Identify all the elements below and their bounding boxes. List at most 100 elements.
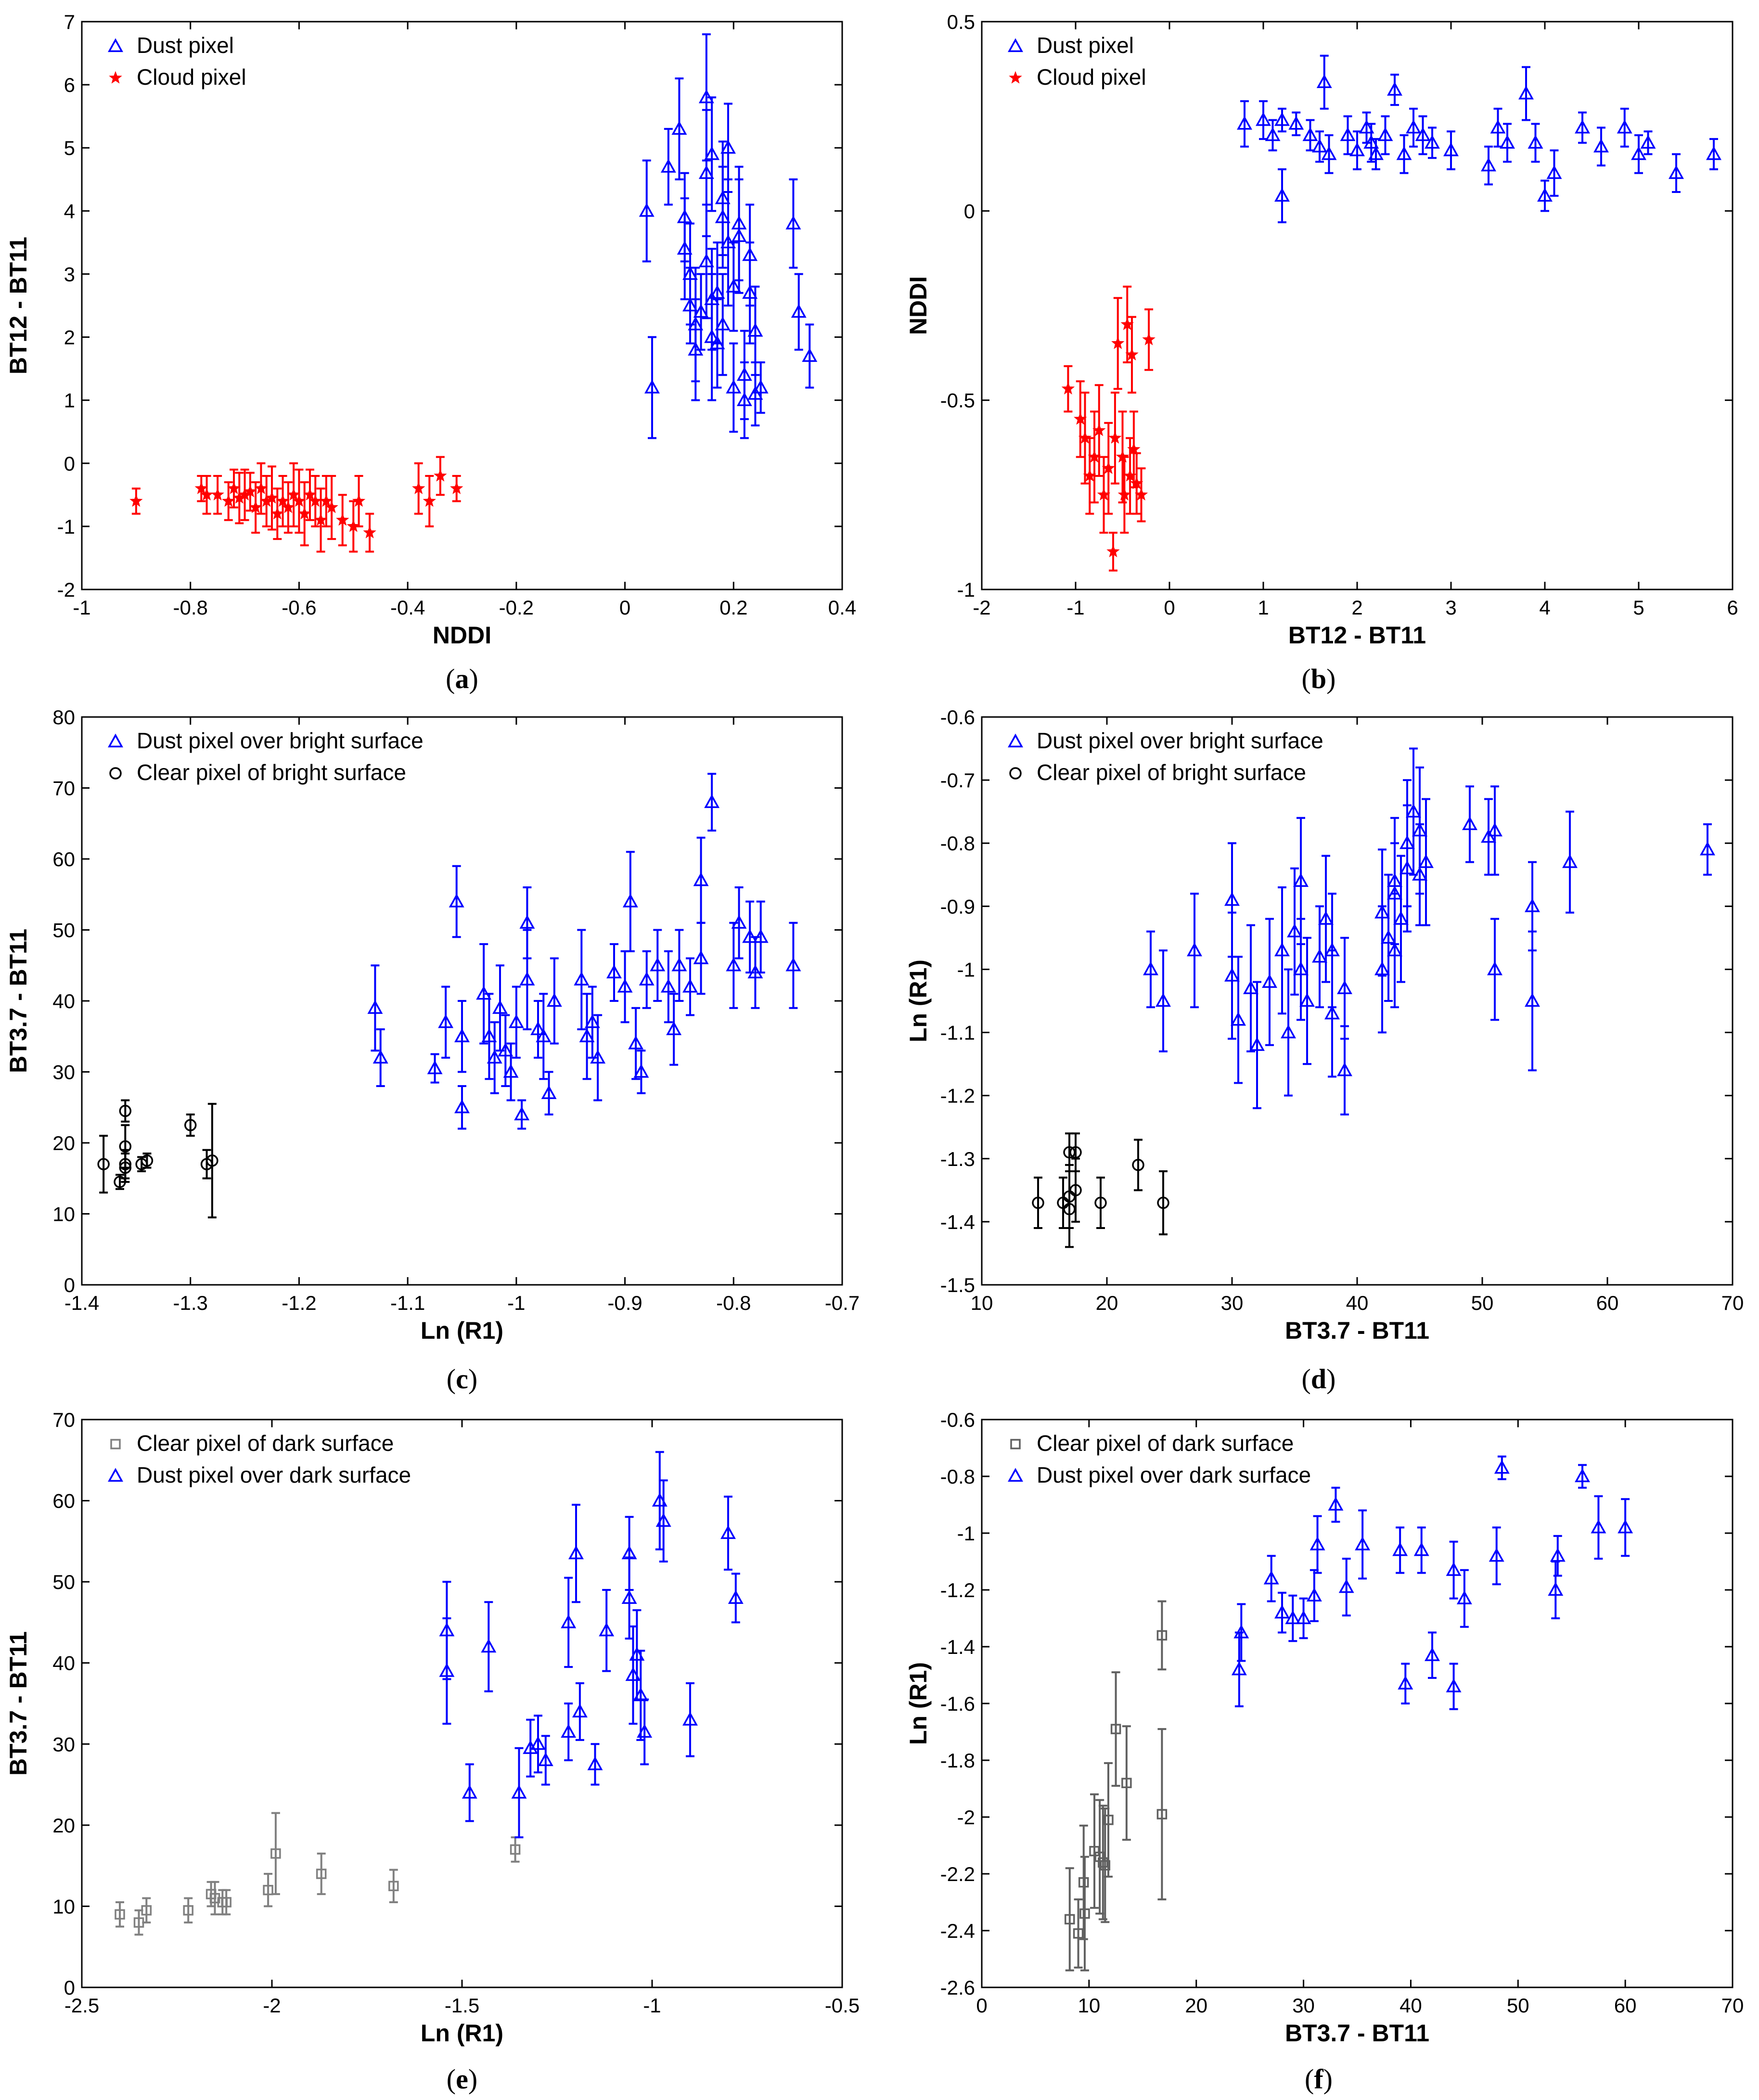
data-point bbox=[1368, 146, 1384, 160]
data-point bbox=[639, 972, 655, 986]
y-axis-label: BT3.7 - BT11 bbox=[5, 929, 32, 1073]
data-point bbox=[1288, 115, 1304, 130]
plot-frame bbox=[981, 1419, 1733, 1988]
data-point bbox=[423, 494, 436, 507]
legend-label: Dust pixel over bright surface bbox=[137, 728, 424, 753]
y-tick-label: -1.2 bbox=[940, 1579, 975, 1601]
legend-entry: Dust pixel over dark surface bbox=[108, 1462, 411, 1487]
series-1 bbox=[439, 1451, 744, 1839]
data-point bbox=[1631, 146, 1646, 160]
data-point bbox=[183, 1905, 193, 1916]
data-point bbox=[1078, 1877, 1089, 1888]
x-tick-label: 10 bbox=[1078, 1994, 1100, 2017]
data-point bbox=[693, 872, 709, 886]
y-tick-label: 70 bbox=[52, 777, 75, 800]
x-tick-label: 30 bbox=[1292, 1994, 1315, 2017]
data-point bbox=[1069, 1184, 1082, 1197]
plot-frame bbox=[981, 716, 1733, 1286]
y-axis-label: Ln (R1) bbox=[905, 1662, 932, 1745]
y-tick-label: 60 bbox=[52, 848, 75, 871]
data-point bbox=[546, 993, 562, 1007]
data-point bbox=[1274, 1604, 1290, 1619]
data-point bbox=[1355, 1536, 1371, 1550]
y-tick-label: 1 bbox=[64, 389, 75, 412]
data-point bbox=[450, 481, 463, 494]
series-0 bbox=[115, 1812, 521, 1936]
data-point bbox=[1156, 993, 1171, 1007]
data-point bbox=[1134, 487, 1148, 501]
data-point bbox=[720, 140, 736, 154]
data-point bbox=[1111, 336, 1125, 349]
y-tick-label: -1 bbox=[57, 515, 75, 538]
data-point bbox=[1392, 1542, 1408, 1556]
data-point bbox=[510, 1844, 521, 1855]
data-point bbox=[584, 1014, 600, 1028]
data-point bbox=[1359, 119, 1374, 134]
data-point bbox=[1032, 1196, 1044, 1209]
legend-label: Cloud pixel bbox=[137, 64, 246, 90]
legend-label: Cloud pixel bbox=[1037, 64, 1146, 90]
legend-marker bbox=[108, 1468, 123, 1482]
data-point bbox=[449, 893, 464, 908]
data-point bbox=[637, 1724, 653, 1738]
y-tick-label: -0.8 bbox=[940, 832, 975, 855]
data-point bbox=[119, 1140, 132, 1153]
series-0 bbox=[367, 773, 801, 1130]
y-tick-label: -2 bbox=[957, 1806, 975, 1829]
data-point bbox=[1363, 135, 1379, 149]
x-axis-label: BT3.7 - BT11 bbox=[1285, 2020, 1429, 2047]
chart-panel-e: -2.5 -2 -1.5 -1 -0.5 0 10 20 30 40 50 60 70 Ln (R1) BT… bbox=[5, 1409, 860, 2095]
data-point bbox=[1249, 1037, 1265, 1051]
data-point bbox=[1324, 1005, 1340, 1020]
data-point bbox=[1337, 980, 1352, 994]
y-tick-label: 10 bbox=[52, 1203, 75, 1226]
legend-label: Clear pixel of dark surface bbox=[1037, 1431, 1294, 1456]
chart-panel-a: -1 -0.8 -0.6 -0.4 -0.2 0 0.2 0.4-2-101234567NDD… bbox=[5, 11, 856, 694]
caption-paren-close: ) bbox=[468, 2063, 477, 2095]
data-point bbox=[115, 1909, 125, 1920]
data-point bbox=[541, 1085, 557, 1099]
data-point bbox=[508, 1014, 524, 1028]
data-point bbox=[352, 494, 366, 507]
data-point bbox=[709, 285, 725, 299]
data-point bbox=[1132, 1159, 1144, 1171]
data-point bbox=[1143, 961, 1158, 975]
x-tick-label: 70 bbox=[1721, 1994, 1744, 2017]
data-point bbox=[572, 1703, 588, 1718]
data-point bbox=[1406, 119, 1421, 134]
x-tick-label: -0.7 bbox=[825, 1292, 860, 1314]
caption-letter: c bbox=[456, 1363, 468, 1395]
data-point bbox=[1462, 816, 1477, 831]
data-point bbox=[1481, 157, 1496, 172]
x-tick-label: 50 bbox=[1507, 1994, 1529, 2017]
x-tick-label: -1 bbox=[507, 1292, 525, 1314]
data-point bbox=[1374, 961, 1390, 975]
chart-panel-f: 0 10 20 30 40 50 60 70 -2.6 -2.4 -2.2 -2 -1.8 -1.6 -1.… bbox=[905, 1409, 1744, 2095]
data-point bbox=[1312, 138, 1327, 153]
data-point bbox=[1274, 942, 1290, 957]
data-point bbox=[434, 469, 447, 482]
y-axis-label: BT12 - BT11 bbox=[5, 237, 32, 374]
x-tick-label: 60 bbox=[1614, 1994, 1637, 2017]
x-tick-label: -0.2 bbox=[499, 596, 534, 619]
y-tick-label: 5 bbox=[64, 137, 75, 159]
data-point bbox=[1706, 146, 1721, 160]
x-axis-label: BT12 - BT11 bbox=[1288, 622, 1426, 649]
data-point bbox=[1302, 127, 1318, 141]
x-axis-label: NDDI bbox=[433, 622, 491, 649]
data-point bbox=[1237, 115, 1252, 130]
y-tick-label: 4 bbox=[64, 200, 75, 222]
data-point bbox=[511, 1784, 527, 1799]
data-point bbox=[1518, 85, 1534, 100]
x-tick-label: -2 bbox=[263, 1994, 281, 2017]
data-point bbox=[693, 304, 709, 318]
x-tick-label: 70 bbox=[1721, 1292, 1744, 1314]
y-tick-label: 2 bbox=[64, 326, 75, 349]
y-tick-label: -0.7 bbox=[940, 769, 975, 792]
y-tick-label: 50 bbox=[52, 1571, 75, 1593]
data-point bbox=[1525, 993, 1540, 1007]
plot-frame bbox=[81, 1419, 843, 1988]
legend-label: Dust pixel bbox=[1037, 33, 1134, 58]
legend-label: Dust pixel over dark surface bbox=[137, 1462, 411, 1487]
